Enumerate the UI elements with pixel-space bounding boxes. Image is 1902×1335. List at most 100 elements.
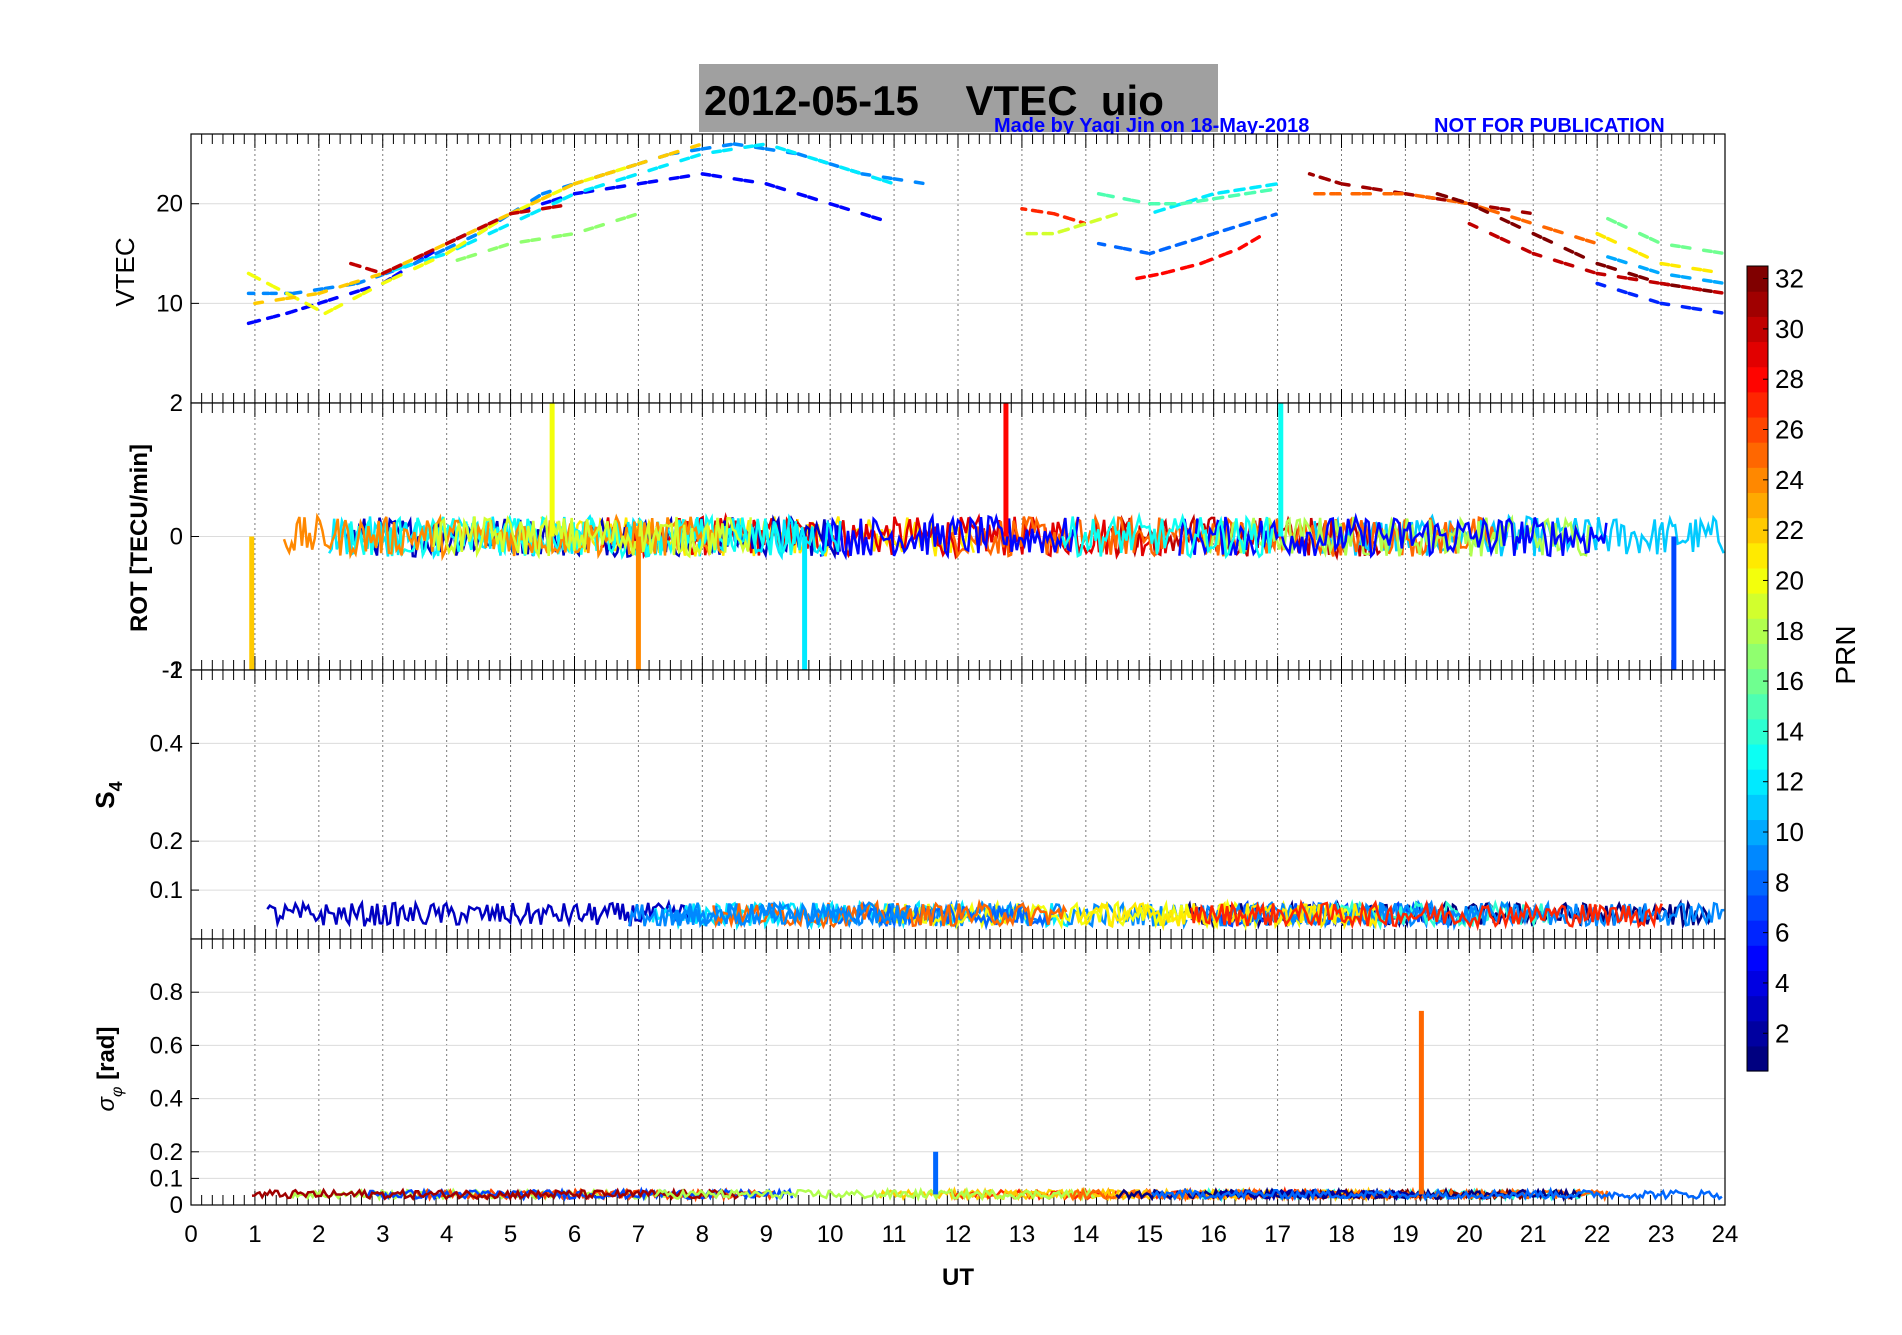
vtec-trace-prn-20 <box>551 188 563 196</box>
vtec-trace-prn-5 <box>796 192 808 198</box>
vtec-trace-prn-25 <box>1552 228 1564 235</box>
vtec-trace-prn-5 <box>860 211 872 218</box>
vtec-trace-prn-5 <box>551 196 563 203</box>
vtec-trace-prn-5 <box>636 180 648 186</box>
vtec-trace-prn-21 <box>1659 261 1671 267</box>
vtec-trace-prn-8 <box>1179 240 1188 246</box>
colorbar-tick-label: 8 <box>1775 867 1789 897</box>
vtec-trace-prn-31 <box>1323 177 1331 182</box>
vtec-trace-prn-22 <box>338 282 350 289</box>
vtec-trace-prn-17 <box>519 239 531 244</box>
vtec-trace-prn-20 <box>412 263 424 271</box>
vtec-trace-prn-10 <box>1680 275 1692 280</box>
s4-panel: 0.1 0.2 0.4 1 <box>150 657 1726 940</box>
vtec-trace-prn-19 <box>1057 229 1065 234</box>
vtec-ytick-label: 10 <box>156 290 183 317</box>
rot-ytick-label: 0 <box>170 524 183 551</box>
vtec-trace-prn-9 <box>412 258 424 266</box>
vtec-trace-prn-5 <box>743 178 755 184</box>
colorbar-swatch <box>1747 995 1768 1022</box>
sigma-phi-ylabel: σφ [rad] <box>93 1027 126 1112</box>
vtec-trace-prn-21 <box>1638 251 1649 259</box>
vtec-trace-prn-12 <box>743 144 755 150</box>
vtec-trace-prn-30 <box>391 263 403 271</box>
vtec-trace-prn-28 <box>1179 265 1188 271</box>
xtick-label: 9 <box>760 1221 773 1248</box>
vtec-trace-prn-22 <box>402 258 414 266</box>
vtec-trace-prn-12 <box>466 238 478 246</box>
vtec-trace-prn-28 <box>1160 270 1169 276</box>
vtec-trace-prn-8 <box>1174 242 1182 248</box>
xtick-label: 19 <box>1392 1221 1419 1248</box>
vtec-trace-prn-8 <box>1148 250 1156 256</box>
vtec-trace-prn-20 <box>361 288 373 296</box>
vtec-trace-prn-25 <box>1424 195 1436 201</box>
vtec-trace-prn-28 <box>1218 252 1227 258</box>
vtec-trace-prn-5 <box>540 199 552 206</box>
vtec-trace-prn-12 <box>753 142 765 148</box>
vtec-trace-prn-5 <box>807 195 819 202</box>
vtec-trace-prn-27 <box>1046 211 1055 216</box>
vtec-trace-prn-12 <box>711 149 723 155</box>
colorbar-tick-label: 30 <box>1775 314 1804 344</box>
vtec-trace-prn-17 <box>562 232 574 238</box>
vtec-trace-prn-22 <box>306 292 318 297</box>
vtec-trace-prn-12 <box>1265 183 1273 188</box>
vtec-trace-prn-12 <box>871 175 882 182</box>
vtec-trace-prn-28 <box>1224 250 1233 256</box>
x-axis-label: UT <box>942 1264 974 1291</box>
colorbar-swatch <box>1747 467 1768 494</box>
vtec-trace-prn-22 <box>466 228 478 236</box>
vtec-trace-prn-15 <box>1185 200 1193 205</box>
vtec-trace-prn-22 <box>668 149 680 156</box>
vtec-trace-prn-30 <box>1467 221 1479 229</box>
credit-text: Made by Yaqi Jin on 18-May-2018 <box>994 115 1309 137</box>
colorbar-swatch <box>1747 567 1768 594</box>
vtec-trace-prn-5 <box>253 318 262 324</box>
vtec-trace-prn-32 <box>1478 206 1490 214</box>
vtec-trace-prn-6 <box>1691 306 1703 312</box>
vtec-trace-prn-22 <box>604 169 616 176</box>
vtec-trace-prn-22 <box>636 159 648 166</box>
xtick-label: 13 <box>1009 1221 1036 1248</box>
rot-trace-prn-24 <box>282 512 723 562</box>
xtick-label: 3 <box>376 1221 389 1248</box>
vtec-trace-prn-8 <box>1222 227 1230 233</box>
colorbar-swatch <box>1747 266 1768 292</box>
rot-ytick-label: 2 <box>170 390 183 417</box>
vtec-trace-prn-17 <box>583 226 595 233</box>
vtec-trace-prn-31 <box>1307 172 1316 177</box>
vtec-trace-prn-10 <box>1606 255 1618 261</box>
vtec-trace-prn-15 <box>1249 190 1257 195</box>
colorbar-swatch <box>1747 618 1768 644</box>
vtec-trace-prn-12 <box>530 208 542 216</box>
vtec-ytick-label: 20 <box>156 191 183 218</box>
vtec-trace-prn-12 <box>615 176 627 183</box>
vtec-trace-prn-15 <box>1259 188 1268 194</box>
vtec-trace-prn-22 <box>370 272 382 279</box>
vtec-trace-prn-9 <box>764 147 776 152</box>
colorbar-swatch <box>1747 819 1768 846</box>
vtec-trace-prn-30 <box>1712 289 1724 295</box>
xtick-label: 17 <box>1264 1221 1291 1248</box>
vtec-trace-prn-5 <box>615 184 627 189</box>
vtec-trace-prn-12 <box>657 163 669 169</box>
vtec-trace-prn-15 <box>1179 201 1188 206</box>
vtec-trace-prn-8 <box>1238 222 1246 228</box>
vtec-trace-prn-17 <box>594 222 606 229</box>
vtec-trace-prn-15 <box>1243 191 1252 196</box>
vtec-trace-prn-19 <box>1089 219 1097 224</box>
vtec-trace-prn-12 <box>1233 188 1241 193</box>
colorbar-swatch <box>1747 920 1768 946</box>
vtec-trace-prn-22 <box>572 179 584 186</box>
vtec-trace-prn-25 <box>1542 225 1554 232</box>
colorbar-tick-label: 18 <box>1775 616 1804 646</box>
vtec-trace-prn-25 <box>1520 218 1532 225</box>
sig-trace-prn-8 <box>1150 1186 1723 1202</box>
vtec-trace-prn-30 <box>349 261 357 267</box>
vtec-trace-prn-32 <box>1701 288 1713 293</box>
xtick-label: 1 <box>248 1221 261 1248</box>
vtec-trace-prn-5 <box>764 182 776 188</box>
vtec-trace-prn-31 <box>1435 197 1447 202</box>
rot-trace-prn-13 <box>1061 511 1274 560</box>
